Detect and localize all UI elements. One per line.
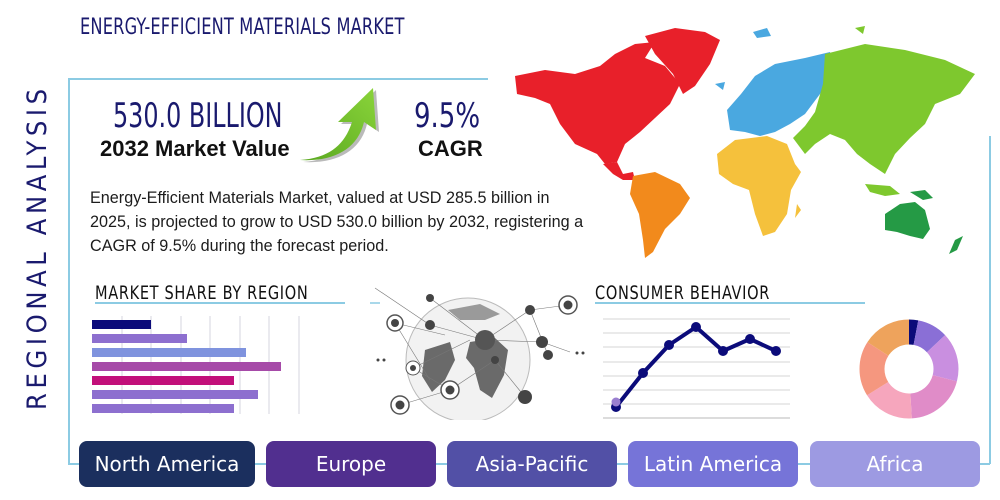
cagr-value: 9.5% bbox=[414, 96, 481, 136]
region-button-label: North America bbox=[94, 452, 240, 476]
market-share-underline bbox=[95, 302, 345, 304]
region-button-africa[interactable]: Africa bbox=[810, 441, 980, 487]
region-button-label: Africa bbox=[866, 452, 924, 476]
market-value: 530.0 BILLION bbox=[113, 96, 283, 136]
region-button-label: Europe bbox=[315, 452, 387, 476]
region-button-asia-pacific[interactable]: Asia-Pacific bbox=[447, 441, 617, 487]
cagr-label: CAGR bbox=[418, 136, 483, 161]
region-button-north-america[interactable]: North America bbox=[79, 441, 255, 487]
consumer-behavior-donut-chart bbox=[859, 319, 959, 419]
consumer-behavior-line-chart bbox=[603, 318, 790, 419]
consumer-behavior-title: CONSUMER BEHAVIOR bbox=[595, 282, 771, 304]
region-button-europe[interactable]: Europe bbox=[266, 441, 436, 487]
frame-top-border bbox=[68, 78, 488, 80]
world-map-icon bbox=[515, 26, 975, 258]
page-title: ENERGY-EFFICIENT MATERIALS MARKET bbox=[80, 15, 405, 40]
region-button-label: Latin America bbox=[643, 452, 783, 476]
growth-arrow-icon bbox=[300, 88, 379, 163]
side-label-regional-analysis: REGIONAL ANALYSIS bbox=[22, 84, 53, 410]
region-button-label: Asia-Pacific bbox=[475, 452, 589, 476]
market-share-title: MARKET SHARE BY REGION bbox=[95, 282, 309, 304]
market-value-label: 2032 Market Value bbox=[100, 136, 290, 161]
frame-right-border bbox=[989, 136, 991, 464]
region-button-latin-america[interactable]: Latin America bbox=[628, 441, 798, 487]
market-description: Energy-Efficient Materials Market, value… bbox=[90, 189, 584, 255]
consumer-behavior-underline bbox=[595, 302, 865, 304]
market-share-bar-chart bbox=[92, 316, 300, 414]
network-globe-icon bbox=[370, 287, 585, 420]
frame-left-border bbox=[68, 78, 70, 464]
